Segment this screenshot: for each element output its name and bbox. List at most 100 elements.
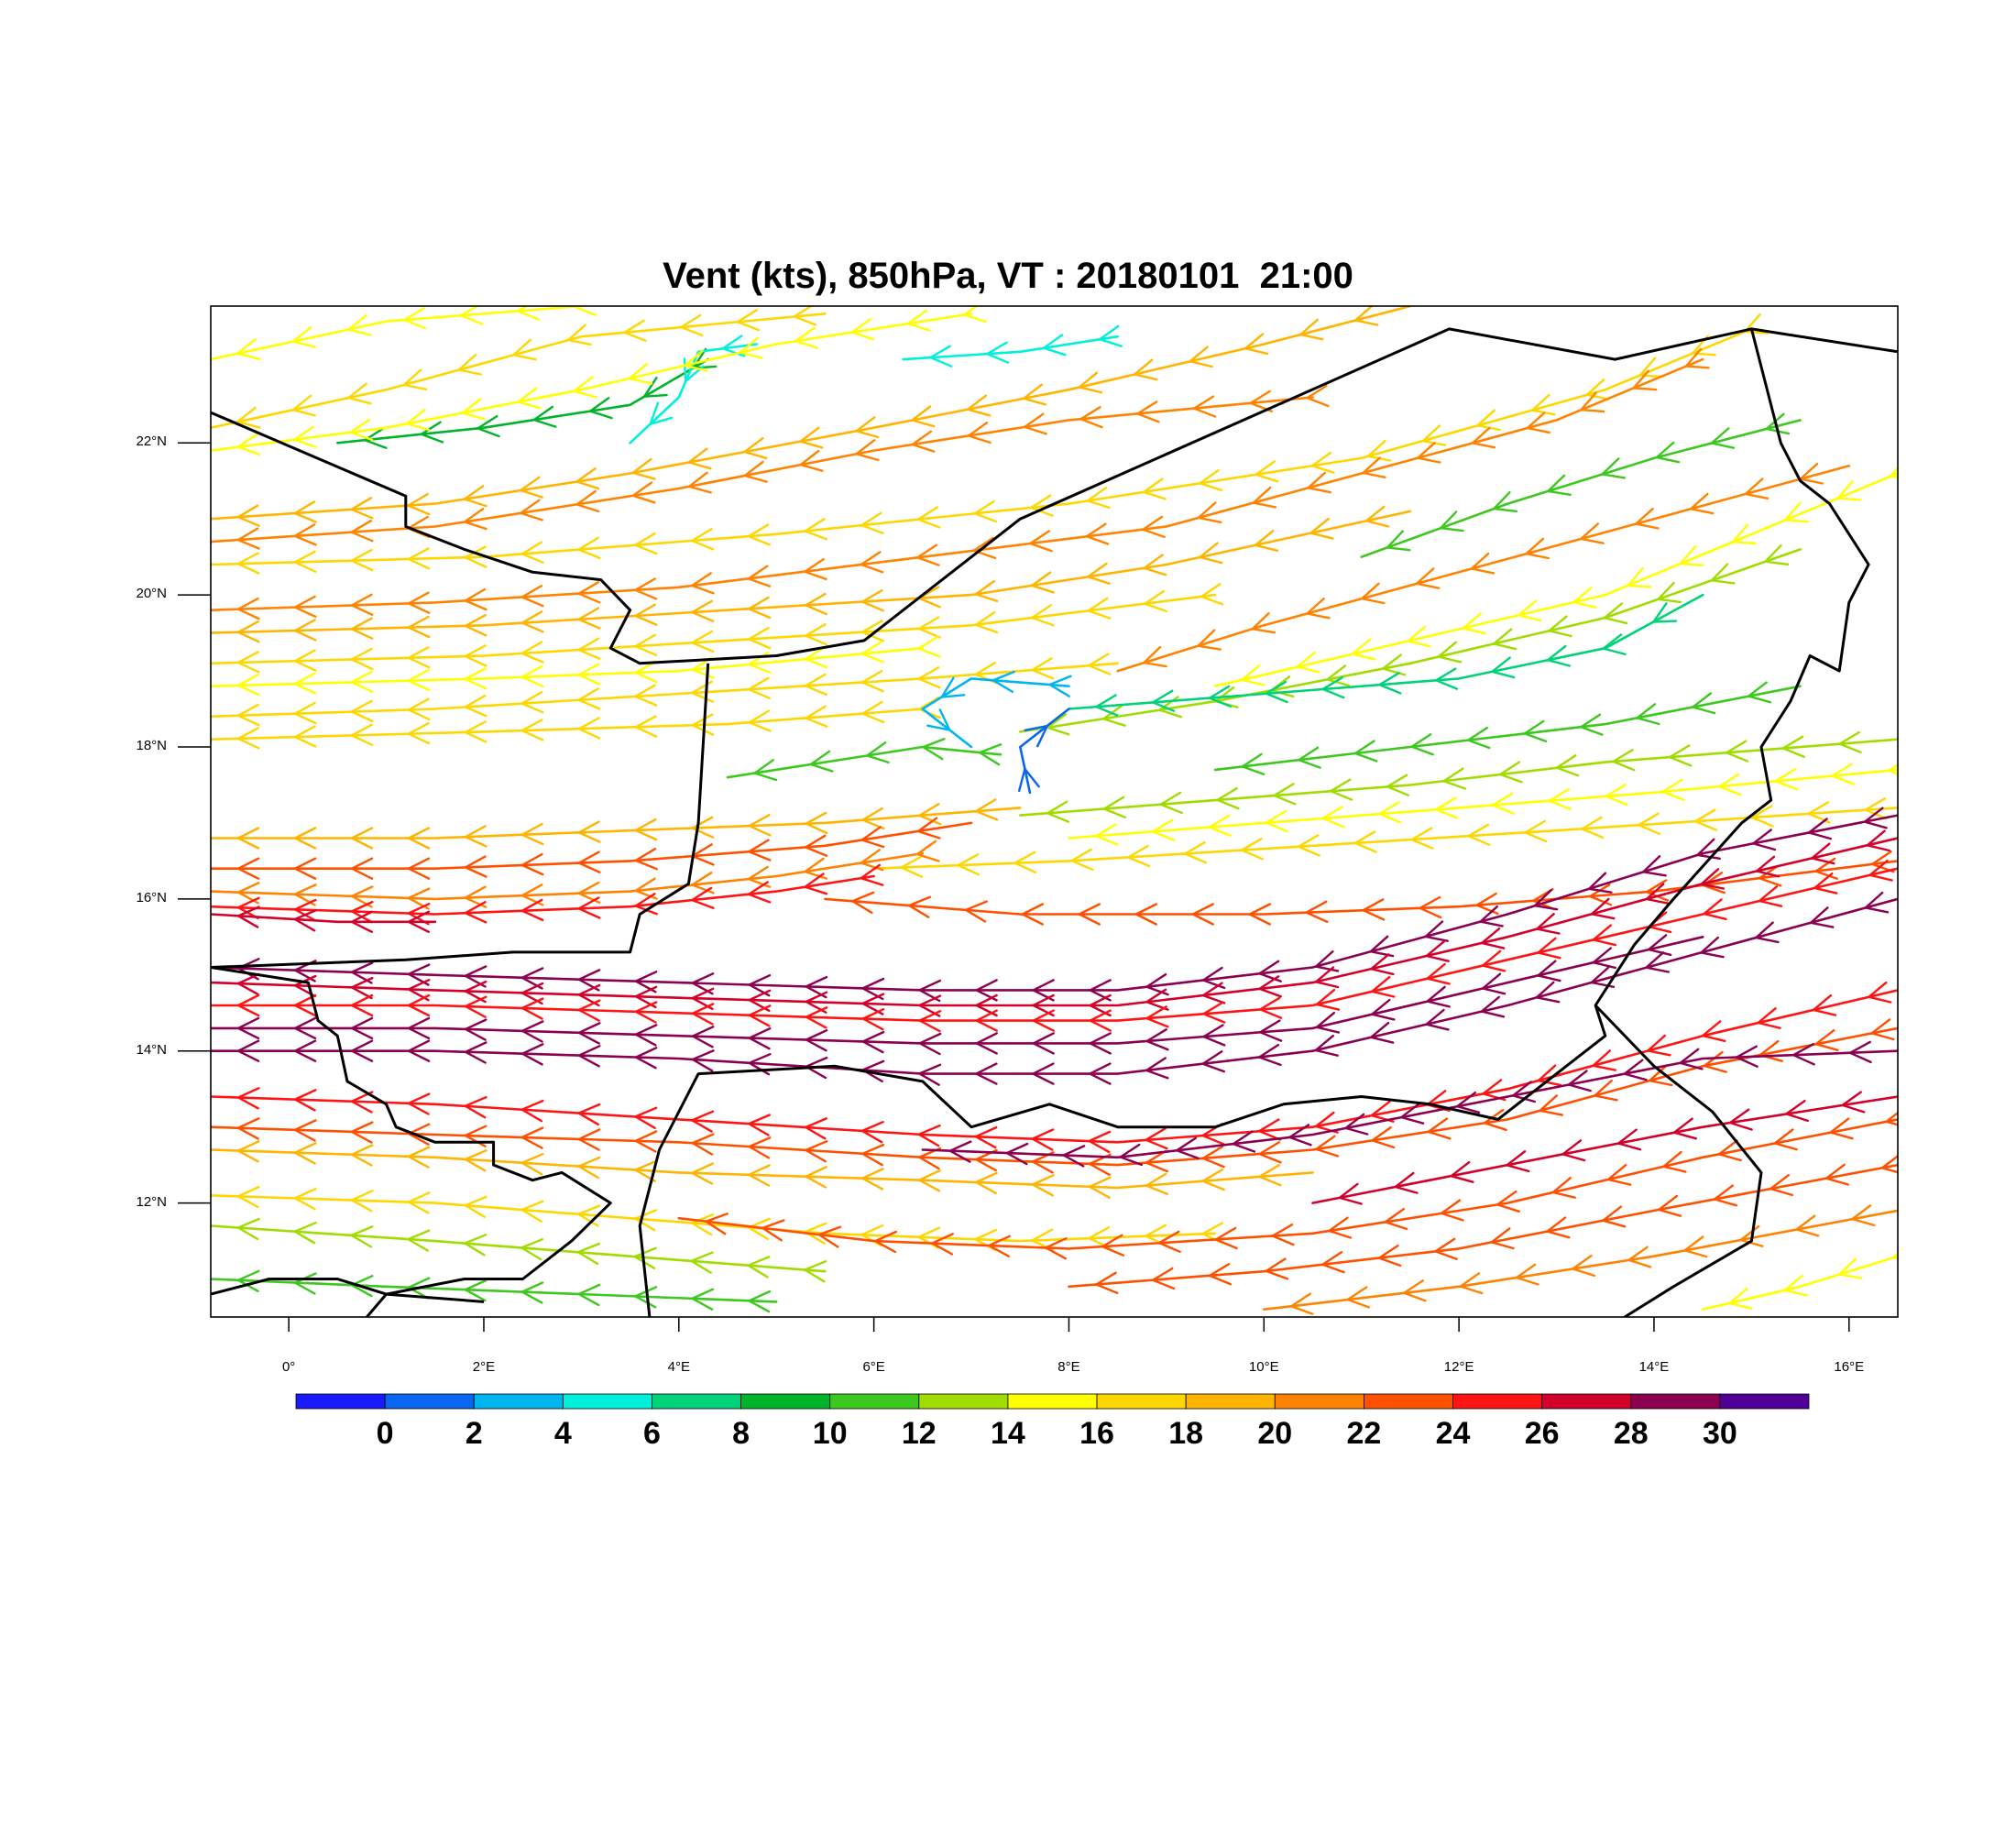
wind-arrow-chevron [747,881,772,904]
wind-arrow-chevron [1769,1174,1793,1197]
wind-arrow-chevron [1024,412,1047,435]
wind-arrow-chevron [405,409,430,432]
streamline [902,324,1123,368]
wind-arrow-chevron [460,306,484,325]
wind-arrow-chevron [520,641,544,664]
wind-arrow-chevron [576,1242,600,1266]
wind-arrow-chevron [293,672,317,695]
wind-arrow-chevron [464,901,488,924]
wind-arrow-chevron [464,587,488,611]
wind-arrow-chevron [364,426,388,449]
wind-arrow-chevron [861,1030,885,1054]
wind-arrow-chevron [464,614,488,637]
colorbar-swatch [829,1393,920,1410]
wind-arrow-chevron [1758,864,1782,887]
wind-arrow-chevron [577,1283,601,1307]
wind-arrow-chevron [350,900,374,924]
wind-arrow-chevron [1784,501,1809,523]
wind-arrow-chevron [1371,998,1396,1021]
wind-arrow-chevron [1714,1184,1738,1207]
streamline [1360,412,1802,558]
colorbar-label: 22 [1346,1416,1382,1451]
colorbar-swatch [1364,1393,1453,1410]
wind-arrow-chevron [1703,898,1727,920]
wind-arrow-chevron [1731,523,1757,545]
wind-arrow-chevron [1338,1182,1363,1205]
wind-arrow-chevron [1470,552,1496,575]
colorbar-swatch [1096,1393,1187,1410]
wind-arrow-chevron [1199,468,1223,491]
wind-arrow-chevron [691,1133,715,1156]
wind-arrow-chevron [1197,629,1222,651]
streamline [211,863,884,926]
wind-arrow-chevron [975,993,998,1017]
wind-arrow-chevron [1546,644,1572,667]
wind-arrow-chevron [1524,819,1548,843]
wind-arrow-chevron [1426,962,1451,985]
wind-arrow-chevron [634,603,658,626]
wind-arrow-chevron [747,523,771,546]
wind-arrow-chevron [748,989,772,1012]
lat-tick-label: 20°N [136,586,167,602]
wind-arrow-chevron [1885,1111,1898,1126]
colorbar-label: 2 [465,1416,483,1451]
colorbar-swatch [1452,1393,1543,1410]
wind-arrow-chevron [293,884,317,906]
wind-arrow-chevron [1241,664,1265,686]
wind-arrow-chevron [1298,746,1321,769]
wind-arrow-chevron [1101,1234,1124,1257]
wind-arrow-chevron [1851,1204,1876,1227]
wind-arrow-chevron [1258,1118,1282,1141]
wind-arrow-chevron [1581,816,1605,840]
wind-arrow-chevron [1700,868,1725,890]
colorbar-swatch [1630,1393,1721,1410]
wind-arrow-chevron [350,827,374,850]
wind-arrow-chevron [1870,1018,1895,1041]
wind-arrow-chevron [978,743,1003,766]
wind-arrow-chevron [1023,383,1047,406]
wind-arrow-chevron [464,965,488,988]
wind-arrow-chevron [918,1010,942,1033]
wind-arrow-chevron [1048,675,1072,697]
wind-arrow-chevron [1248,903,1271,926]
wind-arrow-chevron [1555,754,1580,777]
wind-arrow-chevron [464,855,488,878]
wind-arrow-chevron [1758,885,1783,907]
wind-arrow-chevron [1546,1216,1571,1239]
country-boundaries-layer [211,327,1898,1317]
colorbar-label: 4 [553,1416,572,1451]
wind-arrow-chevron [1548,787,1572,811]
wind-arrow-chevron [649,401,674,425]
wind-arrow-chevron [573,376,597,399]
wind-arrow-chevron [293,500,317,523]
colorbar-swatch [918,1393,1009,1410]
wind-arrow-chevron [293,827,317,850]
wind-arrow-chevron [407,646,431,669]
wind-arrow-chevron [1703,1050,1727,1073]
wind-arrow-chevron [794,326,818,349]
lon-tick-label: 4°E [667,1359,690,1375]
wind-arrow-chevron [347,382,372,405]
wind-arrow-chevron [293,1142,317,1165]
colorbar-label: 26 [1524,1416,1560,1451]
colorbar-swatch [1719,1393,1810,1410]
wind-arrow-chevron [1539,1094,1563,1116]
wind-arrow-chevron [967,394,992,417]
wind-arrow-chevron [1099,324,1123,347]
wind-arrow-chevron [407,697,431,720]
wind-arrow-chevron [1377,1244,1402,1268]
streamline [211,829,1898,1017]
wind-arrow-chevron [975,979,998,1002]
wind-arrow-chevron [457,354,482,376]
wind-arrow-chevron [1829,1117,1854,1140]
wind-arrow-chevron [972,536,997,560]
lat-tick-label: 16°N [136,889,167,906]
colorbar-swatch [1185,1393,1276,1410]
wind-arrow-chevron [1297,834,1320,857]
wind-arrow-chevron [350,1039,374,1062]
wind-arrow-chevron [1783,1274,1808,1297]
wind-arrow-chevron [634,1001,658,1024]
wind-arrow-chevron [1314,966,1340,989]
wind-arrow-chevron [1031,1128,1055,1151]
